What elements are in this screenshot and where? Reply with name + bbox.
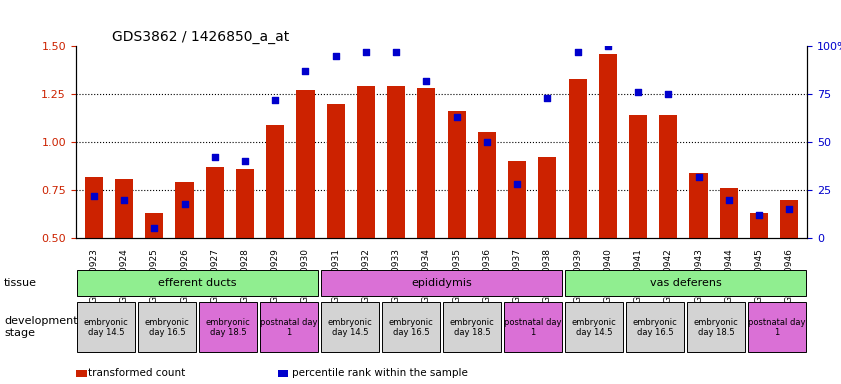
Bar bbox=[687, 302, 745, 353]
Bar bbox=[145, 213, 163, 238]
Bar bbox=[206, 167, 224, 238]
Bar bbox=[538, 157, 557, 238]
Bar bbox=[443, 302, 501, 353]
Bar bbox=[750, 213, 768, 238]
Bar bbox=[508, 161, 526, 238]
Bar bbox=[447, 111, 466, 238]
Text: efferent ducts: efferent ducts bbox=[158, 278, 237, 288]
Point bbox=[662, 91, 675, 97]
Point bbox=[510, 181, 524, 187]
Text: postnatal day
1: postnatal day 1 bbox=[748, 318, 806, 337]
Bar bbox=[387, 86, 405, 238]
Point bbox=[601, 43, 615, 49]
Bar bbox=[565, 270, 806, 296]
Text: vas deferens: vas deferens bbox=[649, 278, 722, 288]
Bar bbox=[690, 173, 707, 238]
Bar bbox=[780, 200, 798, 238]
Text: postnatal day
1: postnatal day 1 bbox=[505, 318, 562, 337]
Bar bbox=[77, 270, 318, 296]
Point bbox=[692, 174, 706, 180]
Text: epididymis: epididymis bbox=[411, 278, 472, 288]
Point bbox=[208, 154, 221, 161]
Bar bbox=[115, 179, 133, 238]
Bar bbox=[626, 302, 684, 353]
Text: embryonic
day 18.5: embryonic day 18.5 bbox=[206, 318, 251, 337]
Text: embryonic
day 16.5: embryonic day 16.5 bbox=[632, 318, 677, 337]
Point bbox=[389, 49, 403, 55]
Bar bbox=[296, 90, 315, 238]
Bar bbox=[659, 115, 677, 238]
Point bbox=[359, 49, 373, 55]
Text: transformed count: transformed count bbox=[88, 368, 186, 378]
Point bbox=[752, 212, 765, 218]
Text: embryonic
day 14.5: embryonic day 14.5 bbox=[84, 318, 129, 337]
Text: embryonic
day 14.5: embryonic day 14.5 bbox=[572, 318, 616, 337]
Bar bbox=[85, 177, 103, 238]
Bar bbox=[199, 302, 257, 353]
Point bbox=[420, 78, 433, 84]
Text: tissue: tissue bbox=[4, 278, 37, 288]
Text: development
stage: development stage bbox=[4, 316, 78, 338]
Text: embryonic
day 16.5: embryonic day 16.5 bbox=[389, 318, 433, 337]
Bar bbox=[478, 132, 496, 238]
Text: embryonic
day 18.5: embryonic day 18.5 bbox=[450, 318, 495, 337]
Bar bbox=[569, 79, 587, 238]
Bar bbox=[382, 302, 440, 353]
Bar bbox=[138, 302, 196, 353]
Point bbox=[480, 139, 494, 145]
Point bbox=[118, 197, 131, 203]
Point bbox=[177, 200, 191, 207]
Bar bbox=[357, 86, 375, 238]
Point bbox=[299, 68, 312, 74]
Bar bbox=[599, 54, 617, 238]
Bar bbox=[321, 302, 379, 353]
Bar bbox=[236, 169, 254, 238]
Text: embryonic
day 14.5: embryonic day 14.5 bbox=[328, 318, 373, 337]
Bar bbox=[266, 125, 284, 238]
Text: GDS3862 / 1426850_a_at: GDS3862 / 1426850_a_at bbox=[112, 30, 289, 44]
Bar bbox=[326, 104, 345, 238]
Bar bbox=[417, 88, 436, 238]
Point bbox=[87, 193, 101, 199]
Bar bbox=[321, 270, 562, 296]
Bar bbox=[720, 188, 738, 238]
Bar bbox=[176, 182, 193, 238]
Point bbox=[238, 158, 251, 164]
Text: percentile rank within the sample: percentile rank within the sample bbox=[292, 368, 468, 378]
Point bbox=[268, 97, 282, 103]
Point bbox=[541, 95, 554, 101]
Bar bbox=[629, 115, 647, 238]
Text: postnatal day
1: postnatal day 1 bbox=[261, 318, 318, 337]
Point bbox=[782, 206, 796, 212]
Text: embryonic
day 18.5: embryonic day 18.5 bbox=[694, 318, 738, 337]
Bar bbox=[504, 302, 562, 353]
Point bbox=[147, 225, 161, 232]
Bar bbox=[260, 302, 318, 353]
Bar bbox=[77, 302, 135, 353]
Point bbox=[722, 197, 736, 203]
Point bbox=[450, 114, 463, 120]
Point bbox=[571, 49, 584, 55]
Point bbox=[632, 89, 645, 95]
Bar bbox=[565, 302, 623, 353]
Point bbox=[329, 53, 342, 59]
Text: embryonic
day 16.5: embryonic day 16.5 bbox=[145, 318, 189, 337]
Bar bbox=[748, 302, 806, 353]
